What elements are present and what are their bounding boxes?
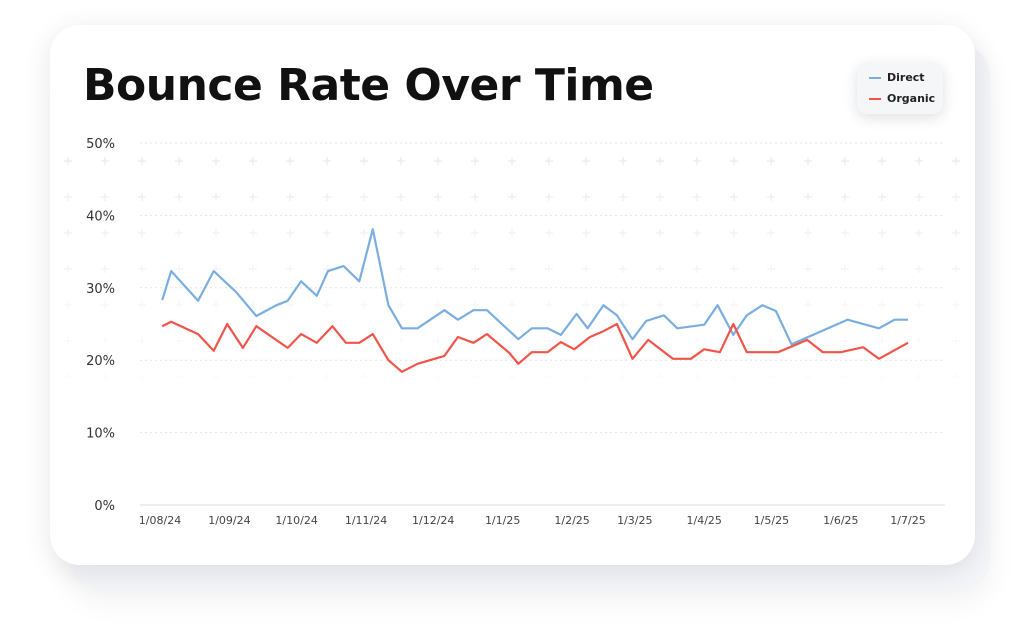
legend-label: Direct [887,71,925,84]
y-tick-label: 50% [86,137,115,152]
x-tick-label: 1/6/25 [823,514,858,527]
y-tick-label: 40% [86,209,115,224]
background-pattern [60,130,960,420]
chart-title: Bounce Rate Over Time [83,60,654,111]
x-tick-label: 1/4/25 [687,514,722,527]
y-tick-label: 10% [86,427,115,442]
series-line-organic [161,320,909,373]
y-tick-label: 20% [86,354,115,369]
legend: Direct Organic [857,62,943,114]
x-tick-label: 1/10/24 [275,514,317,527]
legend-item-organic: Organic [869,92,935,105]
y-tick-label: 0% [94,499,115,514]
series-line-direct [161,228,908,346]
x-tick-label: 1/3/25 [617,514,652,527]
legend-swatch-organic [869,97,881,100]
x-tick-label: 1/12/24 [412,514,454,527]
y-tick-label: 30% [86,282,115,297]
x-tick-label: 1/5/25 [754,514,789,527]
x-tick-label: 1/7/25 [890,514,925,527]
x-tick-label: 1/2/25 [554,514,589,527]
x-tick-label: 1/1/25 [485,514,520,527]
legend-item-direct: Direct [869,71,925,84]
x-tick-label: 1/11/24 [345,514,387,527]
legend-swatch-direct [869,76,881,79]
x-tick-label: 1/09/24 [208,514,250,527]
legend-label: Organic [887,92,936,105]
x-tick-label: 1/08/24 [139,514,181,527]
